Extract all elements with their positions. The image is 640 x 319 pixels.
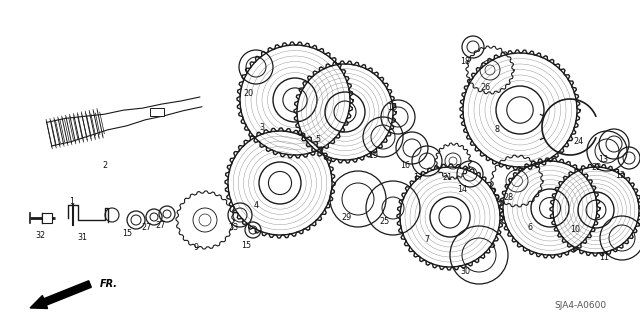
Text: FR.: FR. xyxy=(100,279,118,289)
Text: 5: 5 xyxy=(316,136,321,145)
Text: 19: 19 xyxy=(368,151,378,160)
Text: 26: 26 xyxy=(480,84,490,93)
Text: 30: 30 xyxy=(460,268,470,277)
Text: 21: 21 xyxy=(442,174,452,182)
Text: 25: 25 xyxy=(380,218,390,226)
Text: 11: 11 xyxy=(599,254,609,263)
Text: 14: 14 xyxy=(457,186,467,195)
Text: 27: 27 xyxy=(156,220,166,229)
Text: 20: 20 xyxy=(243,88,253,98)
Text: 28: 28 xyxy=(503,194,513,203)
Text: SJA4-A0600: SJA4-A0600 xyxy=(554,300,606,309)
Text: 6: 6 xyxy=(527,224,532,233)
Text: 22: 22 xyxy=(591,164,601,173)
Text: 3: 3 xyxy=(259,123,264,132)
Text: 32: 32 xyxy=(35,231,45,240)
Text: 10: 10 xyxy=(570,226,580,234)
Text: 31: 31 xyxy=(77,234,87,242)
Text: 2: 2 xyxy=(102,160,108,169)
Text: 13: 13 xyxy=(598,155,608,165)
Text: 9: 9 xyxy=(193,243,198,253)
Text: 4: 4 xyxy=(253,201,259,210)
Text: 15: 15 xyxy=(122,228,132,238)
Text: 15: 15 xyxy=(241,241,251,249)
Text: 23: 23 xyxy=(228,224,238,233)
Text: 17: 17 xyxy=(413,174,423,182)
Text: 16: 16 xyxy=(400,160,410,169)
Text: 29: 29 xyxy=(341,213,351,222)
Text: 7: 7 xyxy=(424,235,429,244)
Text: 8: 8 xyxy=(495,125,499,135)
Text: 18: 18 xyxy=(460,57,470,66)
Text: 27: 27 xyxy=(142,224,152,233)
Text: 1: 1 xyxy=(70,197,74,206)
FancyArrow shape xyxy=(30,281,92,308)
Text: 12: 12 xyxy=(615,170,625,180)
Bar xyxy=(42,213,52,223)
Bar xyxy=(150,108,164,116)
Text: 24: 24 xyxy=(573,137,583,146)
Text: 16: 16 xyxy=(387,102,397,112)
